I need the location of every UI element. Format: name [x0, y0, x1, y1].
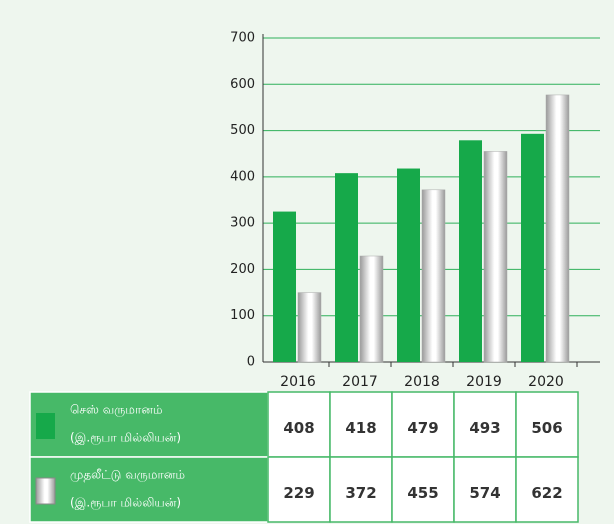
legend-swatch	[36, 413, 55, 439]
y-tick-label: 0	[247, 355, 255, 370]
cell	[329, 391, 393, 458]
cell	[453, 456, 517, 523]
cell	[515, 456, 579, 523]
x-tick-label: 2016	[280, 374, 316, 390]
y-tick-label: 200	[230, 262, 255, 277]
cell	[329, 456, 393, 523]
bar	[273, 211, 296, 362]
bar	[297, 292, 322, 363]
row-label: செஸ் வருமானம்	[70, 403, 163, 418]
x-tick-label: 2018	[404, 374, 440, 390]
x-tick-label: 2019	[466, 374, 502, 390]
cell-value: 372	[345, 484, 376, 502]
bar	[545, 94, 570, 363]
y-tick-label: 500	[230, 123, 255, 138]
cell-value: 479	[407, 419, 438, 437]
legend-swatch	[35, 477, 56, 505]
cell-value: 229	[283, 484, 314, 502]
bar	[421, 189, 446, 363]
row-label: முதலீட்டு வருமானம்	[70, 468, 185, 483]
y-tick-label: 400	[230, 169, 255, 184]
x-tick-label: 2020	[528, 374, 564, 390]
row-header	[29, 391, 269, 458]
cell-value: 408	[283, 419, 314, 437]
y-tick-label: 700	[230, 31, 255, 46]
row-label: (இ.ரூபா மில்லியன்)	[70, 496, 181, 511]
bar	[359, 255, 384, 363]
bar	[335, 173, 358, 362]
cell-value: 418	[345, 419, 376, 437]
bar	[397, 168, 420, 362]
y-tick-label: 600	[230, 77, 255, 92]
cell	[515, 391, 579, 458]
x-tick-label: 2017	[342, 374, 378, 390]
y-tick-label: 100	[230, 308, 255, 323]
cell-value: 455	[407, 484, 438, 502]
cell-value: 493	[469, 419, 500, 437]
y-tick-label: 300	[230, 216, 255, 231]
cell	[391, 456, 455, 523]
cell-value: 506	[531, 419, 562, 437]
bar	[521, 133, 544, 362]
row-label: (இ.ரூபா மில்லியன்)	[70, 431, 181, 446]
bar	[483, 151, 508, 363]
cell	[267, 456, 331, 523]
cell-value: 622	[531, 484, 562, 502]
bar	[459, 140, 482, 362]
cell-value: 574	[469, 484, 500, 502]
row-header	[29, 456, 269, 523]
